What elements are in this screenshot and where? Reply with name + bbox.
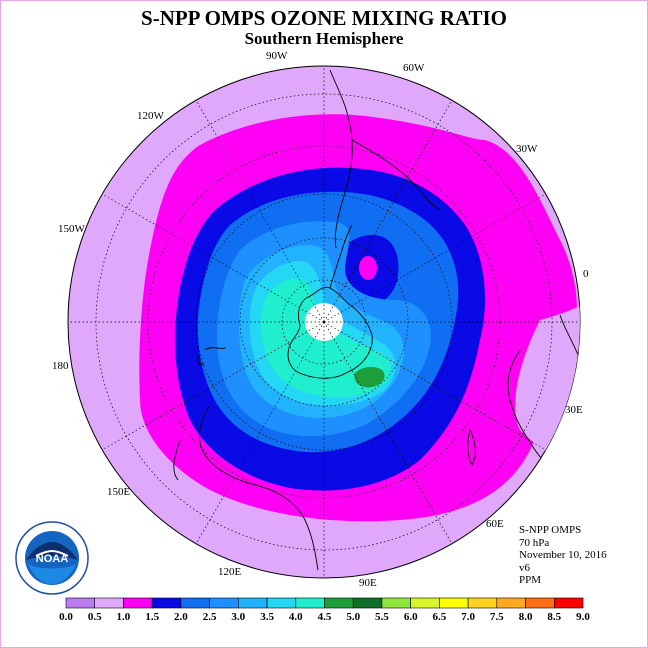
lon-label-30w: 30W	[516, 143, 538, 155]
contour-4.5-5.0	[354, 366, 385, 388]
colorbar-swatch	[439, 597, 469, 609]
coastline-antarctica	[287, 286, 373, 379]
graticule	[68, 66, 580, 578]
lon-label-150w: 150W	[58, 223, 85, 235]
colorbar-swatch	[209, 597, 239, 609]
colorbar-tick-label: 7.5	[490, 611, 504, 623]
colorbar-swatch	[352, 597, 383, 609]
info-product: S-NPP OMPS	[519, 524, 582, 536]
info-date: November 10, 2016	[519, 549, 607, 561]
map-title: S-NPP OMPS OZONE MIXING RATIO	[141, 6, 507, 30]
info-units: PPM	[519, 574, 542, 586]
colorbar-swatch	[324, 597, 354, 609]
colorbar-swatch	[180, 597, 210, 609]
lon-label-120w: 120W	[137, 110, 164, 122]
lon-label-90w: 90W	[266, 50, 288, 62]
colorbar-swatch	[467, 597, 498, 609]
colorbar-tick-label: 7.0	[461, 611, 475, 623]
colorbar-tick-label: 1.0	[117, 611, 131, 623]
info-level: 70 hPa	[519, 536, 550, 549]
colorbar-swatch	[266, 597, 297, 609]
colorbar-tick-label: 4.5	[318, 611, 332, 623]
colorbar-swatch	[65, 597, 96, 609]
colorbar-swatch	[94, 597, 124, 609]
info-block: S-NPP OMPS 70 hPa November 10, 2016 v6 P…	[519, 524, 607, 587]
colorbar-swatch	[238, 597, 268, 609]
colorbar-swatch	[525, 597, 555, 609]
colorbar-swatch	[381, 597, 411, 609]
map-subtitle: Southern Hemisphere	[244, 29, 404, 48]
colorbar-tick-label: 0.0	[59, 611, 73, 623]
lon-label-60w: 60W	[403, 62, 425, 74]
colorbar-tick-label: 8.0	[519, 611, 533, 623]
colorbar-tick-label: 4.0	[289, 611, 303, 623]
contour-magenta-spot	[359, 256, 377, 280]
colorbar-tick-label: 3.0	[231, 611, 245, 623]
coastline-antarctic-peninsula	[329, 224, 353, 289]
colorbar-swatch	[123, 597, 153, 609]
colorbar-swatch	[410, 597, 440, 609]
coastline-new-zealand	[197, 347, 227, 365]
colorbar-tick-label: 8.5	[547, 611, 561, 623]
colorbar-tick-label: 2.5	[203, 611, 217, 623]
colorbar-tick-label: 3.5	[260, 611, 274, 623]
coastlines	[173, 69, 579, 571]
coastline-australia	[173, 404, 319, 571]
colorbar-swatch	[295, 597, 325, 609]
colorbar-tick-label: 9.0	[576, 611, 590, 623]
lon-label-180: 180	[52, 360, 69, 372]
lon-label-30e: 30E	[565, 404, 583, 416]
lon-label-150e: 150E	[107, 486, 131, 498]
colorbar-tick-label: 0.5	[88, 611, 102, 623]
coastline-south-america	[329, 69, 441, 249]
colorbar-tick-label: 6.5	[433, 611, 447, 623]
colorbar-swatch	[496, 597, 526, 609]
colorbar-swatches	[65, 597, 584, 609]
lon-label-60e: 60E	[486, 518, 504, 530]
logo-text: NOAA	[36, 553, 68, 565]
coastline-madagascar	[467, 428, 476, 466]
lon-label-120e: 120E	[218, 566, 242, 578]
colorbar-ticks: 0.0 0.5 1.0 1.5 2.0 2.5 3.0 3.5 4.0 4.5 5.0 5.5 6.0 6…	[59, 611, 590, 623]
colorbar-tick-label: 5.5	[375, 611, 389, 623]
colorbar-swatch	[553, 597, 584, 609]
colorbar-tick-label: 2.0	[174, 611, 188, 623]
colorbar-swatch	[151, 597, 182, 609]
colorbar-tick-label: 6.0	[404, 611, 418, 623]
colorbar-tick-label: 1.5	[145, 611, 159, 623]
info-version: v6	[519, 561, 530, 574]
noaa-logo: NOAA	[15, 521, 89, 595]
lon-label-90e: 90E	[359, 577, 377, 589]
lon-label-0: 0	[583, 268, 589, 280]
colorbar-tick-label: 5.0	[346, 611, 360, 623]
